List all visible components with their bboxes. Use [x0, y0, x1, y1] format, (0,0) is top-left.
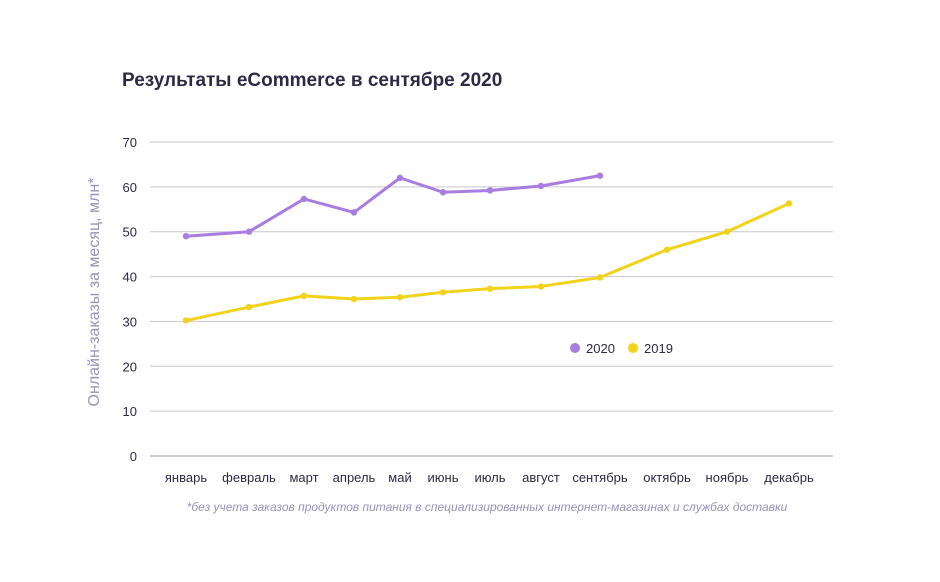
- data-point-2019: [596, 274, 604, 281]
- x-tick-label: май: [388, 470, 411, 485]
- chart-title: Результаты eCommerce в сентябре 2020: [122, 70, 502, 91]
- x-tick-label: декабрь: [764, 470, 814, 485]
- series-lines: [184, 174, 791, 323]
- footnote: *без учета заказов продуктов питания в с…: [187, 500, 788, 514]
- data-point-2020: [182, 233, 190, 240]
- data-point-2020: [439, 189, 447, 196]
- data-point-2020: [350, 209, 358, 216]
- data-point-2019: [486, 285, 494, 292]
- x-axis-ticks: январь февраль март апрель май июнь июль август…: [165, 470, 814, 485]
- y-axis-label: Онлайн-заказы за месяц, млн*: [86, 178, 103, 407]
- x-tick-label: октябрь: [643, 470, 691, 485]
- x-tick-label: январь: [165, 470, 207, 485]
- y-axis-ticks: 0 10 20 30 40 50 60 70: [123, 135, 137, 464]
- data-point-2019: [785, 200, 793, 207]
- x-tick-label: март: [289, 470, 318, 485]
- legend-marker-2020: [570, 343, 580, 353]
- y-tick-label: 10: [123, 404, 137, 419]
- data-point-2020: [396, 174, 404, 182]
- y-tick-label: 70: [123, 135, 137, 150]
- data-point-2020: [486, 187, 494, 194]
- legend: 2020 2019: [570, 341, 673, 356]
- legend-marker-2019: [628, 343, 638, 353]
- data-point-2019: [396, 294, 404, 301]
- y-tick-label: 40: [123, 270, 137, 285]
- legend-label-2020: 2020: [586, 341, 615, 356]
- gridlines: [150, 141, 833, 457]
- x-tick-label: сентябрь: [572, 470, 628, 485]
- series-line-2020: [184, 174, 602, 238]
- data-point-2019: [537, 283, 545, 290]
- x-tick-label: июль: [474, 470, 505, 485]
- data-point-2019: [182, 317, 190, 324]
- x-tick-label: ноябрь: [706, 470, 749, 485]
- series-points: [182, 172, 793, 324]
- x-tick-label: апрель: [333, 470, 376, 485]
- data-point-2019: [723, 228, 731, 235]
- data-point-2019: [439, 289, 447, 296]
- data-point-2019: [300, 292, 308, 300]
- y-tick-label: 60: [123, 180, 137, 195]
- y-tick-label: 20: [123, 359, 137, 374]
- legend-label-2019: 2019: [644, 341, 673, 356]
- data-point-2020: [596, 172, 604, 179]
- series-line-2019: [184, 201, 791, 323]
- y-tick-label: 50: [123, 225, 137, 240]
- y-tick-label: 0: [130, 449, 137, 464]
- x-tick-label: август: [522, 470, 560, 485]
- data-point-2019: [350, 295, 358, 303]
- data-point-2019: [245, 303, 253, 311]
- y-tick-label: 30: [123, 314, 137, 329]
- x-tick-label: февраль: [222, 470, 276, 485]
- x-tick-label: июнь: [428, 470, 459, 485]
- data-point-2020: [300, 195, 308, 203]
- data-point-2020: [537, 182, 545, 190]
- data-point-2020: [245, 228, 253, 235]
- data-point-2019: [663, 246, 671, 253]
